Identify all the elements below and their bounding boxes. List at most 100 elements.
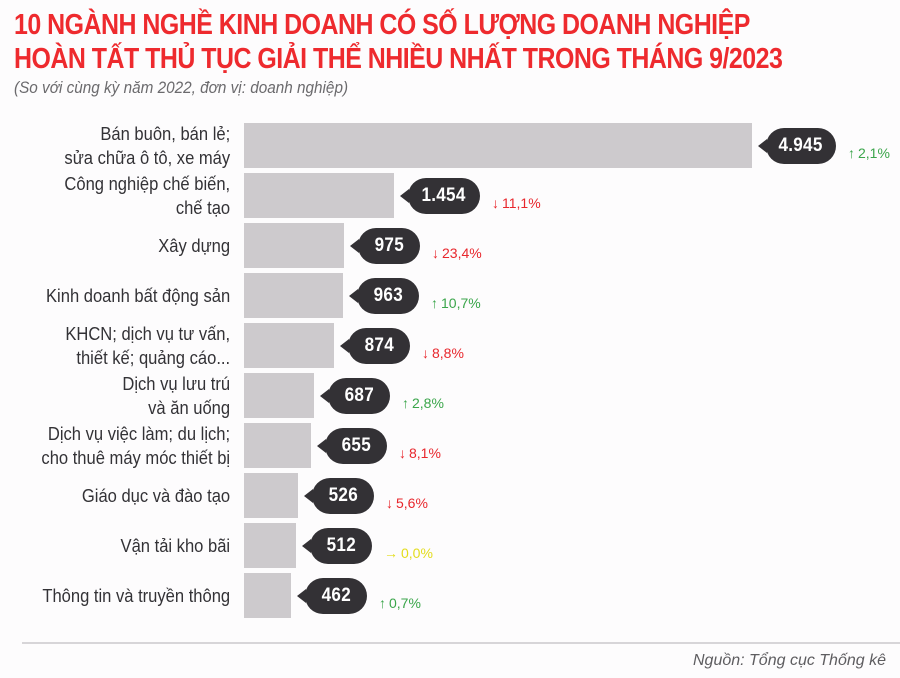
value-bubble: 462 bbox=[297, 578, 367, 614]
bar bbox=[244, 173, 394, 218]
category-label: Dịch vụ việc làm; du lịch; cho thuê máy m… bbox=[41, 423, 230, 468]
category-label-line-1: Xây dựng bbox=[158, 235, 230, 256]
arrow-down-icon: ↓ bbox=[399, 445, 406, 461]
arrow-up-icon: ↑ bbox=[379, 595, 386, 611]
category-label-line-2: cho thuê máy móc thiết bị bbox=[41, 447, 230, 468]
category-label: Công nghiệp chế biến, chế tạo bbox=[64, 173, 230, 218]
value-label: 655 bbox=[341, 435, 371, 456]
change-indicator: ↓ 5,6% bbox=[386, 495, 428, 511]
change-percent: 23,4% bbox=[442, 245, 482, 261]
category-label-line-2: thiết kế; quảng cáo... bbox=[76, 347, 231, 368]
change-indicator: ↓ 8,8% bbox=[422, 345, 464, 361]
bar bbox=[244, 573, 291, 618]
change-percent: 11,1% bbox=[502, 195, 541, 211]
bar-row: Thông tin và truyền thông 462 ↑ 0,7% bbox=[0, 573, 900, 618]
category-label-line-2: sửa chữa ô tô, xe máy bbox=[64, 147, 230, 168]
value-label: 462 bbox=[321, 585, 351, 606]
bar bbox=[244, 223, 344, 268]
category-label: Dịch vụ lưu trú và ăn uống bbox=[122, 373, 230, 418]
bar-row: Công nghiệp chế biến, chế tạo 1.454 ↓ 11,1% bbox=[0, 173, 900, 218]
arrow-down-icon: ↓ bbox=[386, 495, 393, 511]
category-label-line-1: Công nghiệp chế biến, bbox=[64, 173, 230, 194]
value-bubble: 655 bbox=[317, 428, 387, 464]
arrow-right-icon: → bbox=[384, 545, 398, 561]
change-percent: 8,1% bbox=[409, 445, 441, 461]
bar bbox=[244, 123, 752, 168]
category-label-line-1: Thông tin và truyền thông bbox=[42, 585, 230, 606]
bar bbox=[244, 373, 314, 418]
title-line-2: HOÀN TẤT THỦ TỤC GIẢI THỂ NHIỀU NHẤT TRO… bbox=[14, 43, 783, 75]
category-label: Bán buôn, bán lẻ; sửa chữa ô tô, xe máy bbox=[64, 123, 230, 168]
bar-row: Bán buôn, bán lẻ; sửa chữa ô tô, xe máy 4.… bbox=[0, 123, 900, 168]
change-indicator: → 0,0% bbox=[384, 545, 433, 561]
change-percent: 5,6% bbox=[396, 495, 428, 511]
change-indicator: ↑ 0,7% bbox=[379, 595, 421, 611]
chart-subtitle: (So với cùng kỳ năm 2022, đơn vị: doanh … bbox=[14, 78, 349, 97]
change-percent: 8,8% bbox=[432, 345, 464, 361]
value-bubble: 526 bbox=[304, 478, 374, 514]
bar bbox=[244, 273, 343, 318]
bar bbox=[244, 423, 311, 468]
value-label: 874 bbox=[364, 335, 394, 356]
bar-row: Kinh doanh bất động sản 963 ↑ 10,7% bbox=[0, 273, 900, 318]
change-indicator: ↑ 10,7% bbox=[431, 295, 481, 311]
value-bubble: 512 bbox=[302, 528, 372, 564]
value-label: 1.454 bbox=[421, 185, 467, 206]
change-percent: 2,8% bbox=[412, 395, 444, 411]
value-bubble: 963 bbox=[349, 278, 419, 314]
bar-row: Giáo dục và đào tạo 526 ↓ 5,6% bbox=[0, 473, 900, 518]
change-indicator: ↓ 11,1% bbox=[492, 195, 541, 211]
category-label-line-1: Kinh doanh bất động sản bbox=[45, 285, 230, 306]
category-label: Xây dựng bbox=[158, 223, 230, 268]
category-label: Kinh doanh bất động sản bbox=[46, 273, 230, 318]
category-label-line-1: Dịch vụ việc làm; du lịch; bbox=[47, 423, 230, 444]
arrow-down-icon: ↓ bbox=[492, 195, 499, 211]
change-percent: 0,0% bbox=[401, 545, 433, 561]
value-label: 4.945 bbox=[778, 135, 824, 156]
category-label: KHCN; dịch vụ tư vấn, thiết kế; quảng cáo… bbox=[65, 323, 230, 368]
bar bbox=[244, 323, 334, 368]
category-label-line-2: và ăn uống bbox=[148, 397, 230, 418]
change-indicator: ↑ 2,8% bbox=[402, 395, 444, 411]
value-label: 512 bbox=[326, 535, 356, 556]
value-label: 526 bbox=[328, 485, 358, 506]
arrow-up-icon: ↑ bbox=[402, 395, 409, 411]
chart-title: 10 NGÀNH NGHỀ KINH DOANH CÓ SỐ LƯỢNG DOA… bbox=[14, 8, 783, 76]
value-label: 975 bbox=[374, 235, 404, 256]
arrow-down-icon: ↓ bbox=[422, 345, 429, 361]
value-bubble: 4.945 bbox=[758, 128, 836, 164]
category-label-line-1: Dịch vụ lưu trú bbox=[122, 373, 230, 394]
category-label-line-1: Giáo dục và đào tạo bbox=[81, 485, 230, 506]
value-label: 963 bbox=[373, 285, 403, 306]
value-label: 687 bbox=[344, 385, 374, 406]
change-indicator: ↑ 2,1% bbox=[848, 145, 890, 161]
category-label-line-1: KHCN; dịch vụ tư vấn, bbox=[65, 323, 230, 344]
arrow-up-icon: ↑ bbox=[848, 145, 855, 161]
bar bbox=[244, 473, 298, 518]
change-percent: 10,7% bbox=[441, 295, 481, 311]
value-bubble: 975 bbox=[350, 228, 420, 264]
bar bbox=[244, 523, 296, 568]
source-note: Nguồn: Tổng cục Thống kê bbox=[692, 652, 886, 669]
value-bubble: 1.454 bbox=[400, 178, 480, 214]
divider bbox=[22, 642, 900, 644]
category-label-line-1: Vận tải kho bãi bbox=[120, 535, 230, 556]
category-label: Thông tin và truyền thông bbox=[42, 573, 230, 618]
value-bubble: 874 bbox=[340, 328, 410, 364]
bar-row: Dịch vụ lưu trú và ăn uống 687 ↑ 2,8% bbox=[0, 373, 900, 418]
bar-row: Vận tải kho bãi 512 → 0,0% bbox=[0, 523, 900, 568]
arrow-down-icon: ↓ bbox=[432, 245, 439, 261]
bar-row: KHCN; dịch vụ tư vấn, thiết kế; quảng cáo… bbox=[0, 323, 900, 368]
change-percent: 2,1% bbox=[858, 145, 890, 161]
value-bubble: 687 bbox=[320, 378, 390, 414]
change-indicator: ↓ 23,4% bbox=[432, 245, 482, 261]
category-label: Giáo dục và đào tạo bbox=[82, 473, 230, 518]
category-label-line-2: chế tạo bbox=[175, 197, 230, 218]
arrow-up-icon: ↑ bbox=[431, 295, 438, 311]
category-label: Vận tải kho bãi bbox=[120, 523, 230, 568]
change-percent: 0,7% bbox=[389, 595, 421, 611]
bar-row: Dịch vụ việc làm; du lịch; cho thuê máy m… bbox=[0, 423, 900, 468]
category-label-line-1: Bán buôn, bán lẻ; bbox=[100, 123, 230, 144]
bar-row: Xây dựng 975 ↓ 23,4% bbox=[0, 223, 900, 268]
